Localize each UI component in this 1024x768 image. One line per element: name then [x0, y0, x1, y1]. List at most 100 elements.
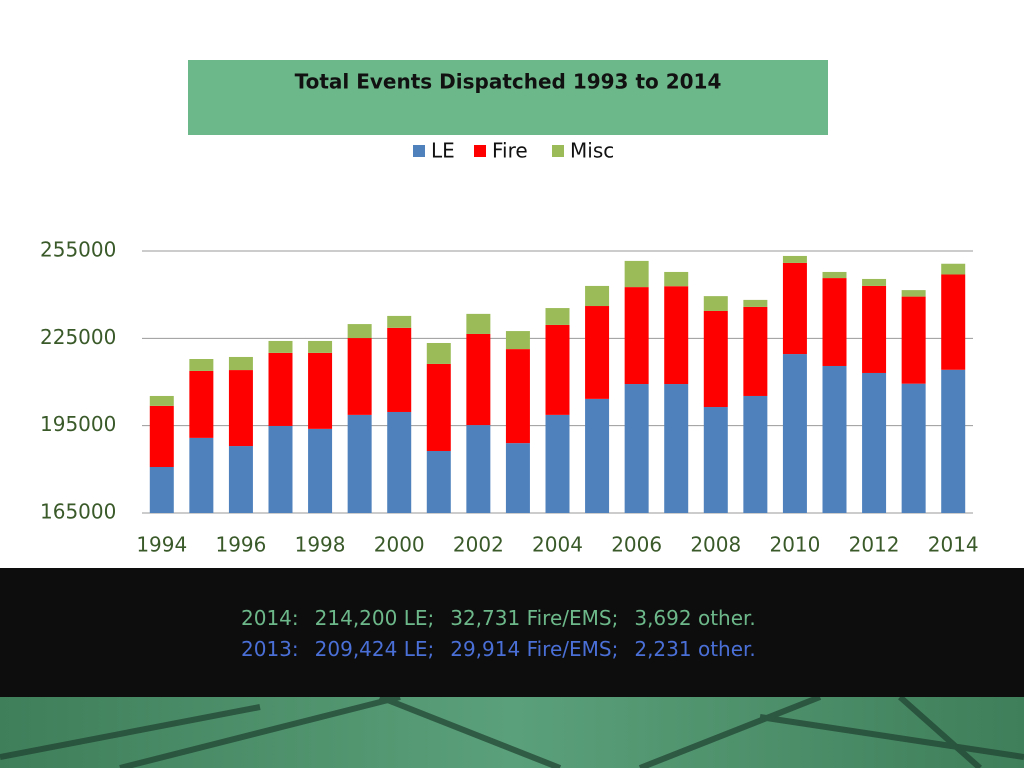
- bar-segment: [189, 370, 214, 438]
- bar-segment: [387, 327, 412, 412]
- bar-segment: [664, 271, 689, 287]
- bar-segment: [268, 425, 293, 513]
- note-text: 214,200 LE;: [314, 606, 435, 630]
- bar-segment: [149, 405, 174, 468]
- y-tick-label: 195000: [40, 412, 116, 436]
- bar-segment: [822, 271, 847, 279]
- note-text: 32,731 Fire/EMS;: [450, 606, 619, 630]
- bar-segment: [585, 285, 610, 307]
- bar-segment: [426, 342, 451, 364]
- y-tick-label: 255000: [40, 238, 116, 262]
- bar-segment: [782, 262, 807, 355]
- x-tick-label: 2008: [690, 533, 741, 557]
- bar-segment: [347, 338, 372, 415]
- x-tick-label: 1994: [136, 533, 187, 557]
- bar-segment: [189, 437, 214, 513]
- x-tick-label: 2006: [611, 533, 662, 557]
- bar-segment: [664, 384, 689, 513]
- title-box: [188, 60, 828, 135]
- bar-segment: [703, 310, 728, 408]
- x-tick-label: 2000: [374, 533, 425, 557]
- bar-segment: [901, 290, 926, 297]
- bar-segment: [624, 384, 649, 513]
- legend-label: Fire: [492, 139, 528, 163]
- bar-segment: [228, 370, 253, 447]
- bar-segment: [466, 333, 491, 426]
- y-tick-label: 225000: [40, 325, 116, 349]
- note-line: 2014: 214,200 LE; 32,731 Fire/EMS; 3,692 ot…: [241, 606, 772, 630]
- bar-segment: [387, 315, 412, 328]
- bar-segment: [505, 331, 530, 350]
- bar-segment: [862, 285, 887, 373]
- legend-label: LE: [431, 139, 455, 163]
- bar-segment: [585, 398, 610, 513]
- note-text: 29,914 Fire/EMS;: [450, 637, 619, 661]
- x-tick-label: 2002: [453, 533, 504, 557]
- bar-segment: [941, 369, 966, 513]
- x-tick-label: 1996: [215, 533, 266, 557]
- bar-segment: [505, 349, 530, 444]
- bar-segment: [505, 443, 530, 513]
- bar-segment: [545, 414, 570, 513]
- bar-segment: [624, 260, 649, 288]
- note-text: 2014:: [241, 606, 299, 630]
- note-text: 209,424 LE;: [314, 637, 435, 661]
- bar-segment: [664, 286, 689, 385]
- x-tick-label: 2010: [769, 533, 820, 557]
- bar-segment: [941, 263, 966, 275]
- x-tick-label: 2014: [928, 533, 979, 557]
- notes-band: [0, 568, 1024, 697]
- bar-segment: [743, 299, 768, 307]
- bar-segment: [426, 450, 451, 513]
- bar-segment: [268, 340, 293, 353]
- bar-segment: [901, 296, 926, 384]
- legend-swatch: [474, 145, 486, 157]
- bar-segment: [782, 255, 807, 263]
- bar-segment: [149, 395, 174, 406]
- bar-segment: [782, 354, 807, 513]
- note-line: 2013: 209,424 LE; 29,914 Fire/EMS; 2,231 ot…: [241, 637, 772, 661]
- x-tick-label: 2004: [532, 533, 583, 557]
- bar-segment: [228, 446, 253, 513]
- note-text: 2,231 other.: [634, 637, 756, 661]
- bar-segment: [149, 467, 174, 513]
- y-tick-label: 165000: [40, 500, 116, 524]
- x-tick-label: 2012: [849, 533, 900, 557]
- bar-segment: [941, 274, 966, 370]
- bar-segment: [347, 414, 372, 513]
- legend-label: Misc: [570, 139, 614, 163]
- bar-segment: [308, 340, 333, 353]
- bar-segment: [585, 306, 610, 399]
- chart-title: Total Events Dispatched 1993 to 2014: [295, 70, 722, 94]
- bar-segment: [545, 308, 570, 325]
- background-image: [0, 697, 1024, 768]
- bar-segment: [308, 352, 333, 429]
- bar-segment: [862, 278, 887, 286]
- legend-swatch: [552, 145, 564, 157]
- bar-segment: [862, 372, 887, 513]
- bar-segment: [268, 352, 293, 426]
- bar-segment: [466, 313, 491, 334]
- bar-segment: [901, 383, 926, 513]
- bar-segment: [228, 356, 253, 371]
- bar-segment: [387, 411, 412, 513]
- bar-segment: [703, 407, 728, 513]
- bar-segment: [743, 306, 768, 396]
- bar-segment: [624, 287, 649, 385]
- bar-segment: [466, 425, 491, 513]
- chart: Total Events Dispatched 1993 to 2014 165…: [40, 60, 979, 557]
- bar-segment: [703, 296, 728, 311]
- bar-segment: [189, 359, 214, 371]
- x-tick-label: 1998: [295, 533, 346, 557]
- bar-segment: [426, 363, 451, 451]
- note-text: 2013:: [241, 637, 299, 661]
- bar-segment: [545, 324, 570, 415]
- note-text: 3,692 other.: [634, 606, 756, 630]
- bar-segment: [308, 428, 333, 513]
- bar-segment: [347, 324, 372, 339]
- bar-segment: [743, 395, 768, 513]
- bar-segment: [822, 365, 847, 513]
- bar-segment: [822, 278, 847, 366]
- legend-swatch: [413, 145, 425, 157]
